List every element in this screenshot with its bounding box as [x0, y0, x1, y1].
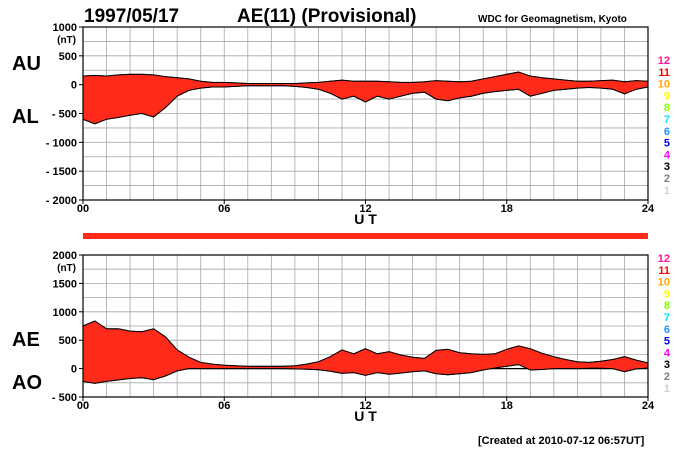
- hour-legend-item: 2: [664, 371, 670, 383]
- created-timestamp: [Created at 2010-07-12 06:57UT]: [478, 435, 645, 447]
- hour-legend-item: 11: [658, 67, 670, 79]
- series-label-ae: AE: [12, 329, 40, 351]
- y-tick-label: - 2000: [46, 195, 77, 207]
- hour-legend-item: 8: [664, 300, 670, 312]
- hour-legend-item: 11: [658, 265, 670, 277]
- x-tick-label: 12: [359, 400, 371, 412]
- hour-legend-item: 4: [664, 347, 671, 359]
- series-label-au: AU: [12, 53, 41, 75]
- plot-date: 1997/05/17: [84, 6, 179, 27]
- series-label-ao: AO: [12, 372, 42, 394]
- y-tick-label: 1000: [53, 307, 77, 319]
- organization-label: WDC for Geomagnetism, Kyoto: [478, 14, 627, 25]
- x-tick-label: 00: [77, 400, 89, 412]
- hour-legend-item: 5: [664, 336, 670, 348]
- y-tick-label: - 500: [52, 109, 77, 121]
- x-axis-label: U T: [354, 211, 377, 227]
- x-tick-label: 06: [218, 400, 230, 412]
- x-tick-label: 12: [359, 203, 371, 215]
- hour-legend-item: 12: [658, 55, 670, 67]
- x-tick-label: 06: [218, 203, 230, 215]
- y-tick-label: 500: [59, 51, 77, 63]
- series-label-al: AL: [12, 106, 39, 128]
- plot-title: AE(11) (Provisional): [237, 6, 417, 27]
- hour-legend-item: 1: [664, 185, 670, 197]
- series-line-ae: [82, 320, 649, 367]
- unit-label: (nT): [57, 263, 76, 274]
- y-tick-label: 1500: [53, 278, 77, 290]
- hour-legend-item: 7: [664, 114, 670, 126]
- hour-legend-item: 10: [658, 79, 670, 91]
- hour-legend-item: 9: [664, 288, 670, 300]
- series-line-ao: [82, 364, 649, 384]
- series-line-au: [82, 71, 649, 84]
- hour-legend-item: 7: [664, 312, 670, 324]
- hour-legend-item: 2: [664, 173, 670, 185]
- y-tick-label: 0: [71, 80, 77, 92]
- y-tick-label: 0: [71, 364, 77, 376]
- hour-legend-item: 10: [658, 277, 670, 289]
- y-tick-label: 1000: [53, 22, 77, 34]
- x-tick-label: 24: [642, 400, 655, 412]
- unit-label: (nT): [57, 35, 76, 46]
- x-axis-label: U T: [354, 408, 377, 424]
- y-tick-label: - 1500: [46, 166, 77, 178]
- hour-legend-item: 3: [664, 359, 670, 371]
- ae-ao-panel: 2000 1500 1000 500 0 - 500 (nT) 00 06 12 18 24 U T AE…: [12, 250, 655, 424]
- y-tick-label: - 500: [52, 392, 77, 404]
- hour-legend-item: 6: [664, 324, 670, 336]
- x-tick-label: 00: [77, 203, 89, 215]
- panel-divider-bar: [83, 233, 648, 239]
- x-tick-label: 18: [501, 203, 513, 215]
- y-tick-label: 2000: [53, 250, 77, 262]
- hour-legend-item: 8: [664, 102, 670, 114]
- hour-legend-item: 3: [664, 161, 670, 173]
- y-tick-label: - 1000: [46, 137, 77, 149]
- x-tick-label: 24: [642, 203, 655, 215]
- hour-legend-item: 6: [664, 126, 670, 138]
- x-tick-label: 18: [501, 400, 513, 412]
- hour-legend-item: 9: [664, 90, 670, 102]
- y-tick-label: 500: [59, 335, 77, 347]
- hour-legend-item: 5: [664, 138, 670, 150]
- hour-legend-item: 1: [664, 383, 670, 395]
- series-line-al: [82, 85, 649, 125]
- hour-legend-item: 12: [658, 253, 670, 265]
- hour-legend-item: 4: [664, 149, 671, 161]
- au-al-panel: 1000 500 0 - 500 - 1000 - 1500 - 2000 (nT) 00 06 1…: [12, 22, 655, 227]
